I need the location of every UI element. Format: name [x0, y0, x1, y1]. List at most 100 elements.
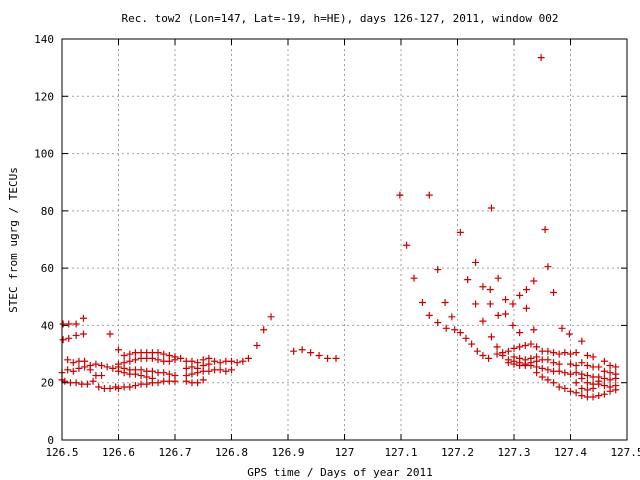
x-tick-label: 126.7 — [158, 446, 191, 459]
x-tick-label: 127.4 — [554, 446, 587, 459]
data-point — [479, 352, 487, 360]
x-axis-label: GPS time / Days of year 2011 — [247, 466, 432, 479]
data-point — [493, 343, 501, 351]
data-point — [228, 366, 235, 374]
y-tick-label: 0 — [47, 434, 54, 447]
data-point — [533, 353, 541, 361]
data-point — [205, 360, 213, 368]
data-point — [522, 286, 530, 294]
data-point — [595, 377, 603, 385]
data-point — [59, 336, 67, 344]
data-point — [578, 337, 586, 345]
data-point — [137, 372, 145, 380]
data-point — [565, 330, 573, 338]
data-point — [473, 347, 481, 355]
y-tick-label: 120 — [34, 90, 54, 103]
y-tick-label: 100 — [34, 148, 54, 161]
data-point — [516, 329, 524, 337]
data-point — [572, 389, 580, 397]
y-axis-label: STEC from ugrg / TECUs — [7, 167, 20, 313]
data-point — [253, 341, 261, 349]
x-tick-labels: 126.5 126.6 126.7 126.8 126.9 127 127.1 127.2 12… — [45, 446, 640, 459]
data-point — [583, 379, 591, 387]
data-point — [418, 299, 426, 307]
data-point — [583, 372, 591, 380]
y-tick-label: 80 — [41, 205, 54, 218]
data-point — [555, 350, 563, 358]
data-point — [131, 356, 139, 364]
data-point — [143, 380, 151, 388]
data-point — [106, 330, 114, 338]
axis-ticks — [61, 38, 628, 441]
data-point — [216, 366, 224, 374]
data-point — [583, 362, 591, 370]
data-point — [103, 363, 111, 371]
data-point — [86, 366, 94, 374]
data-point — [448, 313, 456, 321]
data-point — [527, 354, 535, 362]
data-point — [494, 274, 502, 282]
y-tick-labels: 0 20 40 60 80 100 120 140 — [34, 33, 54, 447]
data-point — [583, 386, 591, 394]
data-point — [533, 369, 541, 377]
x-tick-label: 127.3 — [497, 446, 530, 459]
data-point — [544, 376, 552, 384]
data-point — [182, 377, 190, 385]
data-point — [504, 347, 512, 355]
data-point — [541, 225, 549, 233]
data-point — [315, 352, 323, 360]
data-point — [544, 356, 552, 364]
data-point — [485, 354, 493, 362]
data-point — [510, 344, 518, 352]
chart-title: Rec. tow2 (Lon=147, Lat=-19, h=HE), days… — [121, 12, 558, 25]
data-point — [160, 350, 168, 358]
data-point — [89, 377, 97, 385]
data-point — [143, 373, 151, 381]
data-point — [578, 359, 586, 367]
data-point — [154, 356, 162, 364]
data-point — [533, 343, 541, 351]
data-point — [555, 360, 563, 368]
data-point — [199, 376, 207, 384]
data-point — [154, 379, 162, 387]
data-point — [109, 364, 117, 372]
data-point — [504, 359, 512, 367]
data-point — [442, 324, 450, 332]
data-point — [486, 286, 494, 294]
data-point — [425, 311, 433, 319]
data-point — [244, 354, 252, 362]
data-point — [561, 349, 569, 357]
data-point — [499, 349, 507, 357]
x-tick-label: 126.9 — [271, 446, 304, 459]
data-point — [290, 347, 298, 355]
data-point — [487, 204, 495, 212]
data-point — [462, 334, 470, 342]
data-point — [451, 326, 459, 334]
data-point — [456, 228, 464, 236]
data-point — [211, 357, 219, 365]
data-point — [267, 313, 275, 321]
data-point — [396, 191, 404, 199]
data-point — [567, 350, 574, 358]
data-point — [131, 382, 139, 390]
x-tick-label: 127.1 — [384, 446, 417, 459]
data-point — [612, 382, 620, 390]
data-point — [171, 377, 179, 385]
data-point — [487, 333, 495, 341]
data-point — [555, 383, 563, 391]
data-point — [600, 382, 608, 390]
data-point — [64, 356, 72, 364]
data-point — [521, 341, 529, 349]
data-point — [578, 384, 586, 392]
data-point — [510, 353, 518, 361]
grid-lines — [62, 39, 627, 440]
data-point — [98, 362, 106, 370]
data-point — [606, 376, 614, 384]
data-point — [115, 346, 122, 354]
data-point — [572, 362, 580, 370]
data-point — [522, 304, 530, 312]
y-tick-label: 20 — [41, 377, 54, 390]
data-point — [578, 392, 586, 400]
x-tick-label: 126.6 — [102, 446, 135, 459]
